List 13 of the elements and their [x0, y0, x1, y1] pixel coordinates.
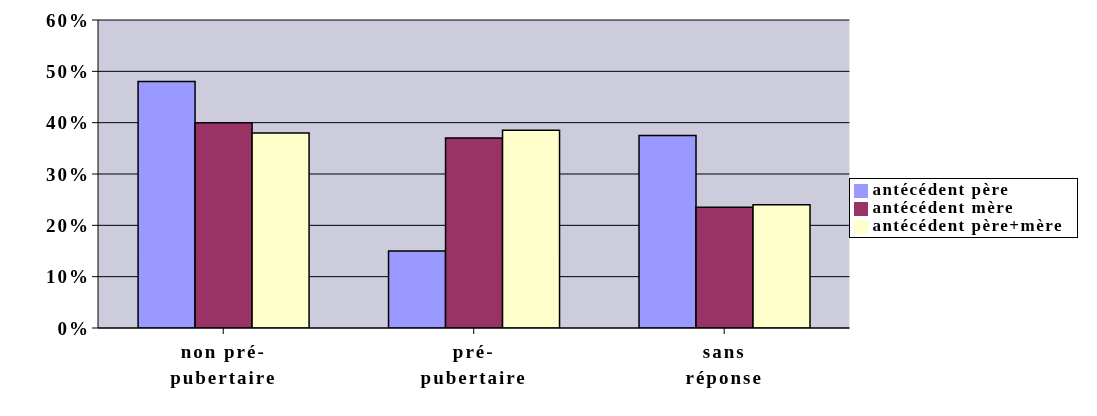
legend-label: antécédent père — [872, 180, 1010, 199]
y-tick-label: 30% — [46, 163, 90, 185]
y-tick-label: 50% — [46, 61, 90, 83]
x-tick-label: sans réponse — [685, 341, 763, 388]
y-tick-label: 40% — [46, 112, 90, 134]
y-tick-label: 0% — [57, 317, 90, 339]
y-tick-label: 60% — [46, 9, 90, 31]
x-tick-label: non pré-pubertaire — [170, 341, 277, 388]
y-tick-label: 20% — [46, 215, 90, 237]
y-tick-label: 10% — [46, 266, 90, 288]
x-tick-label: pré-pubertaire — [420, 341, 527, 388]
legend-label: antécédent mère — [872, 198, 1015, 217]
legend-label: antécédent père+mère — [872, 216, 1063, 235]
